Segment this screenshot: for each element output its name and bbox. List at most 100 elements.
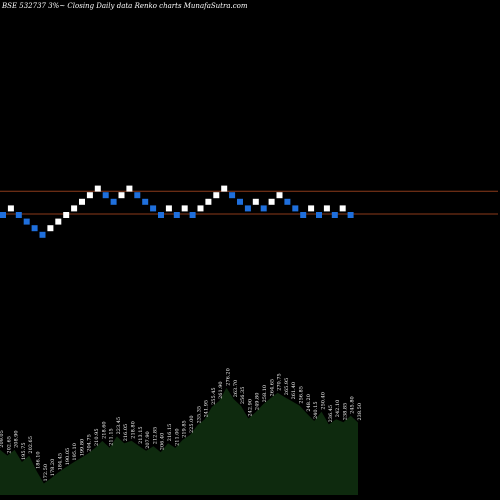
- volume-label: 258.10: [262, 385, 268, 403]
- volume-label: 172.50: [43, 464, 49, 482]
- volume-label: 248.20: [306, 394, 312, 412]
- volume-label: 242.10: [335, 400, 341, 418]
- volume-label: 190.05: [65, 448, 71, 466]
- renko-brick-up: [213, 192, 220, 199]
- renko-brick-up: [79, 198, 85, 205]
- volume-label: 209.05: [0, 430, 5, 448]
- volume-label: 240.15: [313, 402, 319, 420]
- renko-brick-down: [39, 231, 46, 238]
- renko-brick-up: [276, 192, 283, 199]
- renko-brick-down: [260, 205, 267, 212]
- volume-label: 202.65: [28, 436, 34, 454]
- volume-label: 210.95: [94, 429, 100, 447]
- volume-label: 256.35: [240, 387, 246, 405]
- renko-brick-up: [205, 198, 212, 205]
- volume-label: 211.15: [109, 428, 115, 446]
- volume-label: 216.05: [123, 424, 129, 442]
- volume-label: 195.75: [21, 443, 27, 461]
- volume-label: 249.80: [255, 393, 261, 411]
- renko-brick-up: [63, 212, 70, 218]
- volume-area: [0, 387, 358, 495]
- volume-label: 211.00: [174, 428, 180, 446]
- volume-label: 186.10: [36, 451, 42, 469]
- volume-label: 276.20: [226, 368, 232, 386]
- renko-brick-down: [15, 212, 22, 218]
- volume-label: 238.50: [357, 403, 363, 421]
- volume-label: 245.80: [350, 396, 356, 414]
- renko-brick-down: [158, 212, 164, 218]
- volume-label: 218.80: [131, 421, 137, 439]
- volume-label: 255.45: [211, 387, 217, 405]
- renko-brick-up: [94, 185, 101, 192]
- reference-lines: [0, 190, 498, 215]
- renko-brick-up: [323, 205, 330, 212]
- volume-label: 213.15: [138, 426, 144, 444]
- renko-brick-up: [197, 205, 204, 212]
- renko-bricks: [0, 185, 354, 238]
- volume-label: 223.45: [116, 417, 122, 435]
- volume-label: 238.85: [342, 403, 348, 421]
- renko-brick-down: [284, 198, 291, 205]
- volume-label: 241.95: [204, 400, 210, 418]
- volume-label: 264.65: [269, 379, 275, 397]
- renko-brick-up: [47, 225, 54, 232]
- renko-brick-up: [221, 185, 228, 192]
- volume-label: 212.85: [152, 427, 158, 445]
- renko-brick-down: [150, 205, 157, 212]
- renko-brick-down: [229, 192, 236, 199]
- renko-brick-down: [189, 212, 196, 218]
- renko-brick-down: [331, 212, 338, 218]
- volume-label: 218.60: [101, 421, 107, 439]
- renko-brick-up: [252, 198, 259, 205]
- renko-brick-down: [134, 192, 141, 199]
- renko-brick-down: [347, 212, 354, 218]
- volume-label: 204.75: [87, 434, 93, 452]
- renko-brick-down: [23, 218, 30, 225]
- volume-label: 225.00: [189, 416, 195, 434]
- volume-label: 195.10: [72, 443, 78, 461]
- volume-label: 219.85: [182, 420, 188, 438]
- renko-brick-up: [339, 205, 346, 212]
- volume-shape: [0, 387, 358, 495]
- volume-label: 178.20: [50, 459, 56, 477]
- volume-label: 202.65: [6, 436, 12, 454]
- renko-brick-down: [316, 212, 322, 218]
- renko-brick-up: [118, 192, 125, 199]
- volume-label: 184.45: [57, 453, 63, 471]
- volume-label: 242.90: [247, 399, 253, 417]
- renko-brick-up: [71, 205, 78, 212]
- volume-label: 261.40: [291, 382, 297, 400]
- renko-brick-up: [308, 205, 315, 212]
- volume-label: 265.95: [284, 378, 290, 396]
- renko-brick-down: [0, 212, 6, 218]
- renko-brick-up: [86, 192, 93, 199]
- volume-label: 235.35: [196, 406, 202, 424]
- renko-brick-down: [292, 205, 299, 212]
- renko-brick-up: [7, 205, 14, 212]
- renko-brick-down: [237, 198, 243, 205]
- renko-brick-up: [268, 198, 275, 205]
- volume-label: 208.90: [14, 430, 20, 448]
- volume-label: 261.90: [218, 381, 224, 399]
- volume-label: 256.85: [299, 386, 305, 404]
- renko-brick-up: [55, 218, 62, 225]
- renko-brick-down: [173, 212, 180, 218]
- volume-label: 206.40: [160, 433, 166, 451]
- renko-brick-up: [126, 185, 133, 192]
- renko-brick-down: [244, 205, 251, 212]
- volume-label: 263.70: [233, 380, 239, 398]
- renko-brick-down: [300, 212, 307, 218]
- renko-brick-down: [142, 198, 149, 205]
- volume-label: 207.90: [145, 431, 151, 449]
- renko-brick-down: [102, 192, 109, 199]
- volume-label: 199.80: [79, 439, 85, 457]
- volume-label: 270.75: [277, 373, 283, 391]
- renko-brick-down: [110, 198, 117, 205]
- renko-brick-down: [31, 225, 38, 232]
- volume-label: 216.15: [167, 424, 173, 442]
- volume-label: 250.40: [321, 392, 327, 410]
- volume-label: 236.45: [328, 405, 334, 423]
- chart-title: BSE 532737 3%~ Closing Daily data Renko …: [1, 2, 248, 10]
